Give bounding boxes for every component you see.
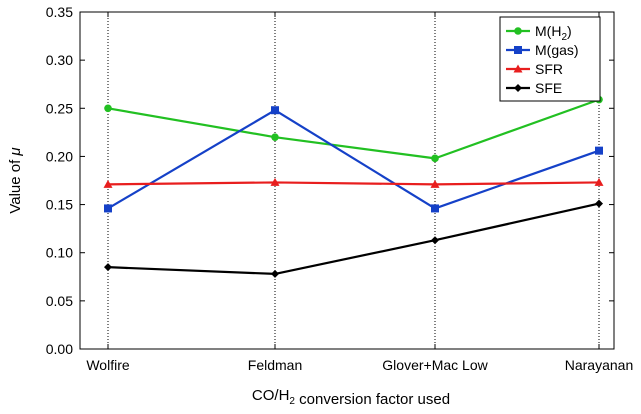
data-point-m-gas <box>104 204 112 213</box>
y-tick-label: 0.25 <box>46 100 73 116</box>
y-tick-label: 0.10 <box>46 245 73 261</box>
x-axis-title: CO/H2 conversion factor used <box>252 387 450 408</box>
x-axis: Wolfire Feldman Glover+Mac Low Narayanan <box>86 12 633 373</box>
series-line-sfr <box>107 181 600 186</box>
legend-marker <box>514 84 522 92</box>
data-point-sfr <box>430 179 440 188</box>
legend-item-m-h2: M(H2) <box>506 23 572 43</box>
x-tick-label: Feldman <box>248 357 302 373</box>
data-point-m-h2 <box>104 104 112 113</box>
data-point-m-h2 <box>271 133 279 141</box>
data-point-sfe <box>595 199 603 208</box>
legend-label: M(gas) <box>535 42 579 58</box>
y-tick-label: 0.30 <box>46 52 73 68</box>
series-layer <box>103 95 604 278</box>
y-tick-label: 0.20 <box>46 148 73 164</box>
data-point-sfr <box>270 177 280 186</box>
data-point-sfr <box>594 177 604 186</box>
series-line-sfe <box>107 202 600 275</box>
y-axis: 0.00 0.05 0.10 0.15 0.20 0.25 0.30 0.35 <box>46 4 614 357</box>
y-tick-label: 0.00 <box>46 341 73 357</box>
data-point-m-gas <box>431 204 439 213</box>
legend-label: SFE <box>535 80 562 96</box>
x-tick-label: Glover+Mac Low <box>382 357 488 373</box>
data-point-sfe <box>104 263 112 272</box>
y-tick-label: 0.35 <box>46 4 73 20</box>
data-point-sfe <box>271 269 279 278</box>
legend-item-sfr: SFR <box>506 61 563 77</box>
legend-marker <box>513 64 523 73</box>
y-tick-label: 0.15 <box>46 197 73 213</box>
series-sfr <box>103 177 604 188</box>
y-tick-label: 0.05 <box>46 293 73 309</box>
data-point-m-gas <box>271 106 279 115</box>
legend-label: SFR <box>535 61 563 77</box>
legend-marker <box>514 46 522 54</box>
series-sfe <box>104 199 603 278</box>
series-m-h2 <box>104 95 603 163</box>
series-m-gas <box>104 106 603 213</box>
legend-item-sfe: SFE <box>506 80 562 96</box>
series-line-m-gas <box>107 109 600 210</box>
series-line-m-h2 <box>107 98 600 160</box>
legend-label: M(H2) <box>535 23 572 43</box>
legend-item-m-gas: M(gas) <box>506 42 579 58</box>
data-point-m-gas <box>595 146 603 155</box>
y-axis-title: Value of μ <box>7 147 24 213</box>
legend-marker <box>514 27 522 35</box>
x-tick-label: Wolfire <box>86 357 130 373</box>
legend: M(H2)M(gas) SFR SFE <box>499 16 601 102</box>
plot-frame <box>79 11 615 350</box>
data-point-m-h2 <box>431 154 439 163</box>
data-point-sfr <box>103 179 113 188</box>
data-point-sfe <box>431 236 439 245</box>
x-tick-label: Narayanan <box>565 357 634 373</box>
